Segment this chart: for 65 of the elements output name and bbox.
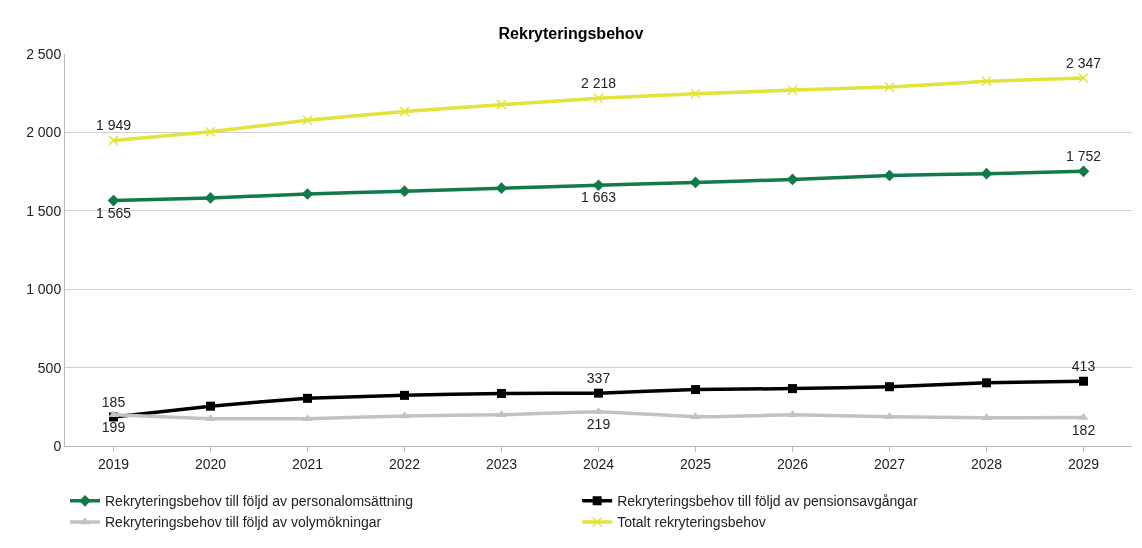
point — [301, 188, 314, 200]
point — [496, 410, 507, 418]
point — [204, 192, 217, 204]
data-label: 182 — [1071, 421, 1096, 438]
point — [691, 385, 700, 395]
legend-label: Rekryteringsbehov till följd av pensionsavgångar — [617, 493, 918, 510]
point — [496, 99, 507, 110]
point — [981, 76, 992, 87]
legend-label: Totalt rekryteringsbehov — [617, 514, 766, 531]
y-tick-label: 0 — [53, 437, 62, 454]
x-tick-label: 2027 — [873, 455, 906, 472]
point — [981, 413, 992, 421]
point — [205, 126, 216, 138]
x-tick-label: 2029 — [1067, 455, 1100, 472]
point — [399, 411, 410, 419]
data-label: 219 — [586, 415, 611, 432]
data-label: 1 565 — [95, 204, 132, 221]
point — [788, 384, 797, 394]
data-label: 1 752 — [1065, 148, 1102, 165]
point — [787, 410, 798, 418]
point — [399, 106, 410, 117]
y-tick-label: 2 000 — [26, 124, 62, 141]
y-tick-label: 1 500 — [26, 202, 62, 219]
point — [1079, 376, 1088, 386]
point — [108, 410, 119, 418]
data-label: 1 949 — [95, 117, 132, 134]
data-label: 2 347 — [1065, 54, 1102, 71]
point — [787, 84, 798, 96]
point — [206, 401, 215, 411]
x-tick-label: 2021 — [291, 455, 324, 472]
point — [302, 114, 313, 126]
point — [884, 412, 895, 420]
x-tick-label: 2025 — [679, 455, 712, 472]
data-label: 1 663 — [580, 189, 617, 206]
x-tick-label: 2028 — [970, 455, 1003, 472]
x-tick-label: 2019 — [97, 455, 130, 472]
y-tick-label: 2 500 — [26, 45, 62, 62]
point — [1078, 72, 1089, 84]
x-tick-label: 2026 — [776, 455, 809, 472]
point — [690, 412, 701, 420]
data-label: 413 — [1071, 358, 1096, 375]
data-label: 337 — [586, 370, 611, 387]
point — [884, 81, 895, 93]
point — [497, 388, 506, 398]
data-label: 185 — [101, 393, 126, 410]
x-tick-label: 2020 — [194, 455, 227, 472]
point — [690, 88, 701, 100]
point — [594, 388, 603, 398]
y-tick-label: 500 — [37, 359, 62, 376]
point — [303, 393, 312, 403]
data-label: 2 218 — [580, 75, 617, 92]
legend-label: Rekryteringsbehov till följd av volymökningar — [105, 514, 382, 531]
point — [593, 92, 604, 104]
legend-label: Rekryteringsbehov till följd av personalomsättning — [105, 493, 414, 510]
point — [1078, 412, 1089, 420]
chart-title: Rekryteringsbehov — [498, 24, 644, 42]
x-tick-label: 2024 — [582, 455, 615, 472]
point — [400, 390, 409, 400]
point — [982, 378, 991, 388]
point — [885, 382, 894, 392]
x-tick-label: 2022 — [388, 455, 421, 472]
data-label: 199 — [101, 418, 126, 435]
point — [108, 135, 119, 146]
y-tick-label: 1 000 — [26, 281, 62, 298]
x-tick-label: 2023 — [485, 455, 518, 472]
